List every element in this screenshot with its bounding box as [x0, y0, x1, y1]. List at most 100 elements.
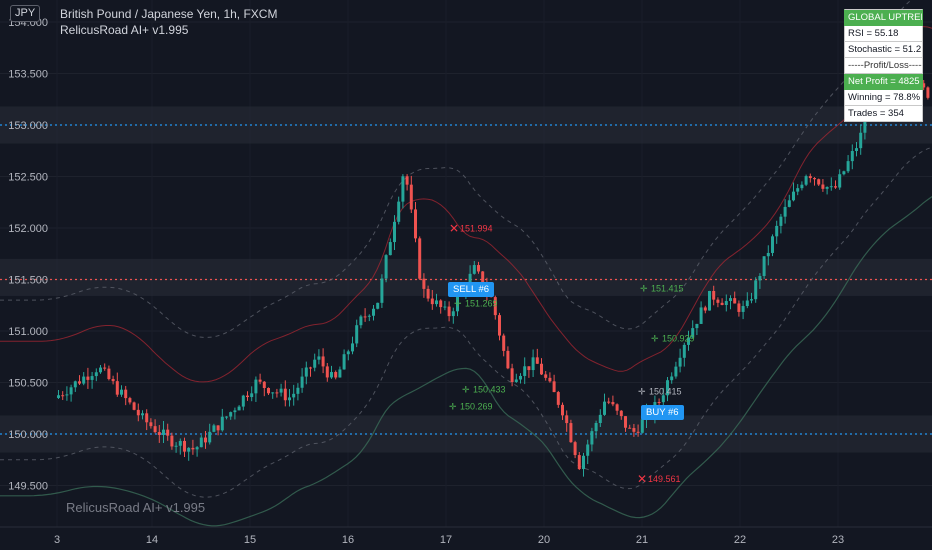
bull-candle	[451, 311, 455, 317]
bull-candle	[514, 379, 518, 382]
bear-candle	[136, 409, 140, 416]
red-band	[0, 26, 932, 383]
bull-candle	[741, 306, 745, 312]
y-axis-tick-label: 153.500	[8, 69, 48, 81]
upper-band	[0, 0, 912, 338]
bull-candle	[313, 359, 317, 368]
bull-candle	[401, 176, 405, 202]
annotation-label: 149.561	[648, 474, 681, 484]
bull-candle	[640, 419, 644, 433]
bull-candle	[670, 376, 674, 381]
bull-candle	[687, 337, 690, 345]
bear-candle	[737, 303, 741, 312]
bear-candle	[447, 306, 451, 317]
bear-candle	[607, 401, 611, 403]
bull-candle	[296, 387, 300, 394]
bear-candle	[246, 395, 249, 398]
bear-candle	[477, 265, 480, 272]
bear-candle	[540, 363, 543, 375]
bear-candle	[636, 431, 640, 433]
bear-candle	[561, 404, 564, 416]
bear-candle	[439, 300, 443, 308]
bull-candle	[603, 401, 606, 415]
sell-signal-label[interactable]: SELL #6	[448, 282, 495, 297]
bear-candle	[577, 455, 581, 470]
annotation-label: 150.269	[460, 401, 493, 411]
bull-candle	[682, 344, 686, 358]
x-axis-tick-label: 17	[440, 534, 452, 546]
bull-candle	[292, 393, 296, 398]
bull-candle	[762, 256, 766, 277]
net-profit-value: Net Profit = 4825	[844, 74, 923, 90]
bull-candle	[678, 357, 682, 367]
bull-candle	[380, 278, 384, 303]
bull-candle	[598, 414, 602, 423]
bear-candle	[565, 415, 569, 424]
info-panel: GLOBAL UPTREND RSI = 55.18 Stochastic = …	[844, 9, 923, 122]
bull-candle	[367, 315, 371, 317]
bear-candle	[267, 388, 270, 394]
bull-candle	[724, 301, 728, 305]
bull-candle	[708, 290, 711, 311]
target-marker-icon: ✛	[462, 385, 470, 395]
annotation-label: 151.269	[465, 298, 498, 308]
bear-candle	[493, 297, 497, 316]
y-axis-tick-label: 149.500	[8, 481, 48, 493]
bear-candle	[619, 410, 623, 417]
y-axis-tick-label: 152.000	[8, 223, 48, 235]
bear-candle	[183, 440, 186, 452]
bull-candle	[178, 440, 182, 446]
bear-candle	[611, 402, 615, 405]
target-marker-icon: ✛	[454, 299, 462, 309]
bull-candle	[69, 387, 73, 395]
bull-candle	[99, 367, 102, 373]
y-axis-tick-label: 151.500	[8, 275, 48, 287]
bull-candle	[850, 151, 854, 162]
bull-candle	[750, 299, 753, 301]
bear-candle	[103, 367, 107, 369]
symbol-badge[interactable]: JPY	[10, 5, 41, 22]
bull-candle	[271, 392, 275, 394]
bear-candle	[498, 315, 501, 336]
target-marker-icon: ✛	[449, 402, 457, 412]
bear-candle	[502, 335, 506, 351]
bull-candle	[775, 225, 779, 237]
indicator-label[interactable]: RelicusRoad AI+ v1.995	[60, 23, 189, 37]
bull-candle	[372, 308, 375, 316]
bear-candle	[191, 447, 195, 450]
bear-candle	[720, 302, 724, 305]
bull-candle	[846, 161, 850, 172]
annotation-label: 150.415	[649, 386, 682, 396]
bear-candle	[527, 366, 531, 371]
symbol-title[interactable]: British Pound / Japanese Yen, 1h, FXCM	[60, 7, 278, 21]
bear-candle	[170, 435, 174, 447]
bear-candle	[86, 376, 90, 380]
bull-candle	[57, 395, 60, 398]
buy-signal-label[interactable]: BUY #6	[641, 405, 684, 420]
bear-candle	[283, 388, 287, 401]
bear-candle	[414, 209, 417, 239]
x-axis-tick-label: 21	[636, 534, 648, 546]
bull-candle	[351, 343, 354, 352]
bull-candle	[120, 389, 123, 395]
target-marker-icon: ✛	[651, 334, 659, 344]
bull-candle	[208, 431, 212, 443]
bear-candle	[166, 429, 170, 436]
y-axis-tick-label: 152.500	[8, 172, 48, 184]
bull-candle	[162, 429, 165, 435]
bull-candle	[661, 395, 665, 403]
bull-candle	[195, 447, 199, 450]
bear-candle	[321, 356, 325, 367]
bear-candle	[78, 381, 81, 384]
bull-candle	[523, 366, 527, 376]
bull-candle	[397, 201, 401, 222]
bear-candle	[107, 368, 111, 380]
x-axis-tick-label: 20	[538, 534, 550, 546]
bear-candle	[632, 428, 636, 432]
annotation-label: 151.415	[651, 283, 684, 293]
bull-candle	[241, 395, 245, 407]
bear-candle	[569, 423, 573, 443]
bull-candle	[288, 397, 291, 401]
bull-candle	[699, 307, 703, 324]
